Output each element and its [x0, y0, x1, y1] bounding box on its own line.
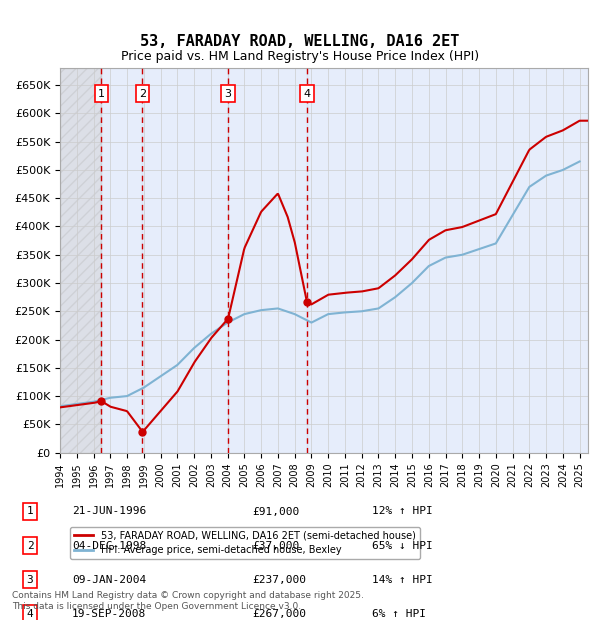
- Text: 04-DEC-1998: 04-DEC-1998: [72, 541, 146, 551]
- Text: 12% ↑ HPI: 12% ↑ HPI: [372, 507, 433, 516]
- Text: Contains HM Land Registry data © Crown copyright and database right 2025.
This d: Contains HM Land Registry data © Crown c…: [12, 591, 364, 611]
- Bar: [60, 68, 101, 453]
- Bar: [142, 68, 228, 453]
- Text: 53, FARADAY ROAD, WELLING, DA16 2ET: 53, FARADAY ROAD, WELLING, DA16 2ET: [140, 34, 460, 49]
- Text: 4: 4: [303, 89, 310, 99]
- Text: 14% ↑ HPI: 14% ↑ HPI: [372, 575, 433, 585]
- Bar: [307, 68, 588, 453]
- Bar: [101, 68, 142, 453]
- Text: 4: 4: [26, 609, 34, 619]
- Text: £37,000: £37,000: [252, 541, 299, 551]
- Text: 2: 2: [26, 541, 34, 551]
- Text: 65% ↓ HPI: 65% ↓ HPI: [372, 541, 433, 551]
- Text: Price paid vs. HM Land Registry's House Price Index (HPI): Price paid vs. HM Land Registry's House …: [121, 50, 479, 63]
- Text: 19-SEP-2008: 19-SEP-2008: [72, 609, 146, 619]
- Text: 1: 1: [26, 507, 34, 516]
- Text: 6% ↑ HPI: 6% ↑ HPI: [372, 609, 426, 619]
- Text: 1: 1: [98, 89, 105, 99]
- Text: 21-JUN-1996: 21-JUN-1996: [72, 507, 146, 516]
- Text: £267,000: £267,000: [252, 609, 306, 619]
- Text: £91,000: £91,000: [252, 507, 299, 516]
- Text: 3: 3: [26, 575, 34, 585]
- Text: £237,000: £237,000: [252, 575, 306, 585]
- Text: 09-JAN-2004: 09-JAN-2004: [72, 575, 146, 585]
- Bar: [228, 68, 307, 453]
- Text: 2: 2: [139, 89, 146, 99]
- Text: 3: 3: [224, 89, 232, 99]
- Legend: 53, FARADAY ROAD, WELLING, DA16 2ET (semi-detached house), HPI: Average price, s: 53, FARADAY ROAD, WELLING, DA16 2ET (sem…: [70, 526, 420, 559]
